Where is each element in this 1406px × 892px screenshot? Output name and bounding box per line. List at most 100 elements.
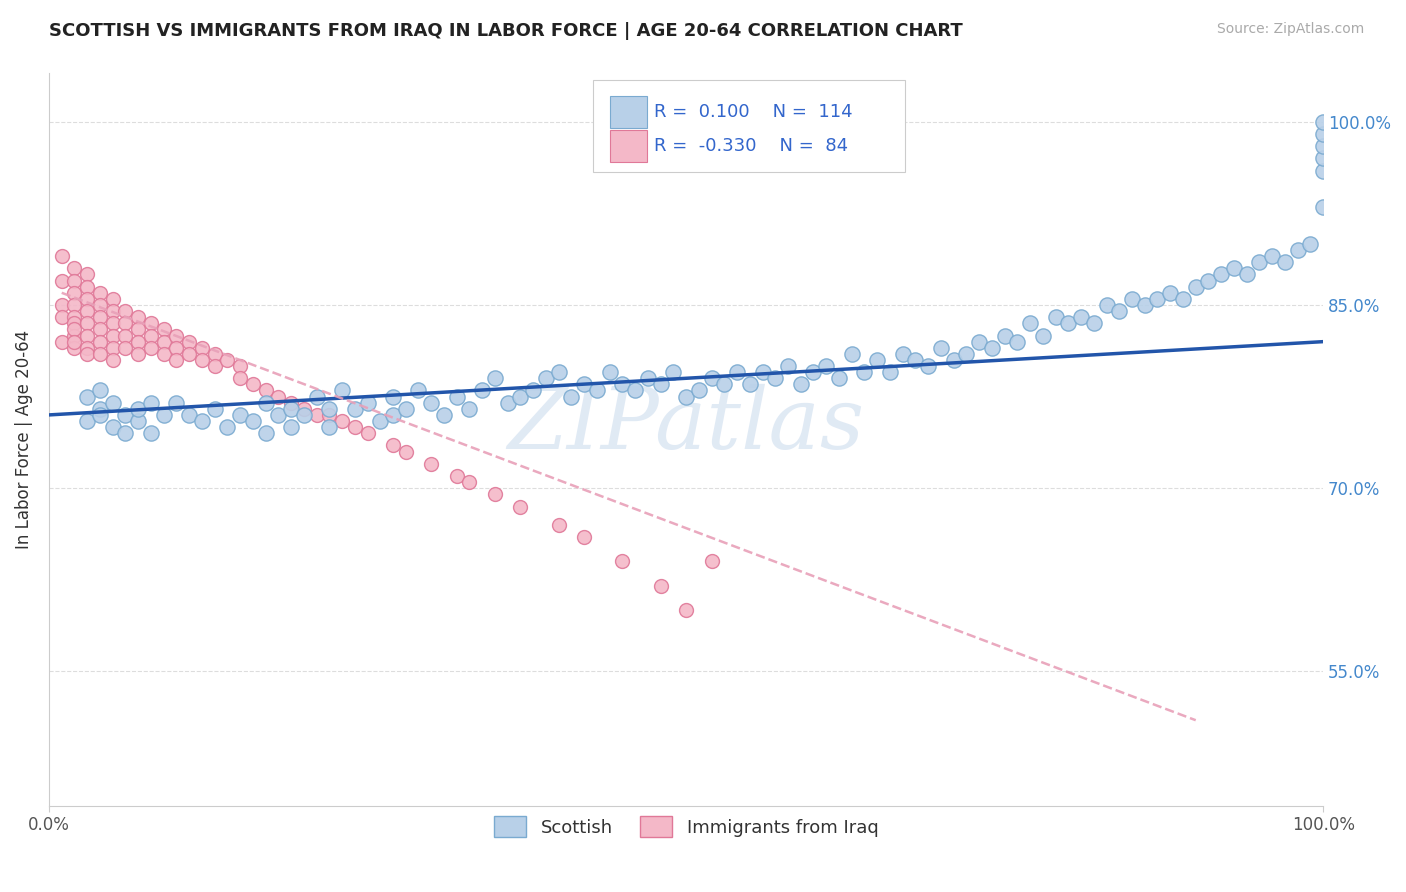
Point xyxy=(815,359,838,373)
Point xyxy=(547,365,569,379)
Point xyxy=(330,414,353,428)
Point xyxy=(89,322,111,336)
Point xyxy=(114,341,136,355)
Point xyxy=(165,341,187,355)
Point xyxy=(650,579,672,593)
Point xyxy=(1211,268,1233,282)
Point xyxy=(599,365,621,379)
Point xyxy=(917,359,939,373)
Point xyxy=(408,384,430,398)
Point xyxy=(63,341,86,355)
Point xyxy=(471,384,494,398)
Point xyxy=(738,377,761,392)
Point xyxy=(127,347,149,361)
Point xyxy=(114,426,136,441)
Point xyxy=(343,401,366,416)
Point xyxy=(101,328,124,343)
Point xyxy=(1261,249,1284,263)
Point xyxy=(713,377,735,392)
Point xyxy=(76,268,98,282)
Point xyxy=(305,390,328,404)
Point xyxy=(114,408,136,422)
Point xyxy=(165,395,187,409)
Point xyxy=(725,365,748,379)
Point xyxy=(1249,255,1271,269)
Point xyxy=(382,438,405,452)
Point xyxy=(343,420,366,434)
Point xyxy=(586,384,609,398)
Point xyxy=(650,377,672,392)
Point xyxy=(51,310,73,325)
Point xyxy=(191,353,214,368)
Point xyxy=(229,371,252,385)
Point xyxy=(1057,316,1080,330)
Point xyxy=(204,401,226,416)
Point xyxy=(700,371,723,385)
Point xyxy=(63,316,86,330)
Point xyxy=(509,500,531,514)
Point xyxy=(433,408,456,422)
Point xyxy=(1019,316,1042,330)
Point xyxy=(89,408,111,422)
Point xyxy=(904,353,927,368)
Point xyxy=(1146,292,1168,306)
Point xyxy=(76,304,98,318)
Point xyxy=(1312,200,1334,214)
Point xyxy=(395,401,418,416)
Point xyxy=(76,316,98,330)
Point xyxy=(356,426,378,441)
Point xyxy=(76,279,98,293)
Point xyxy=(318,401,340,416)
Point xyxy=(242,377,264,392)
Point xyxy=(1007,334,1029,349)
Point xyxy=(612,554,634,568)
Point xyxy=(139,328,162,343)
Point xyxy=(509,390,531,404)
Point xyxy=(101,304,124,318)
Point xyxy=(139,316,162,330)
Point xyxy=(866,353,889,368)
Text: R =  0.100    N =  114: R = 0.100 N = 114 xyxy=(654,103,853,120)
Point xyxy=(267,390,290,404)
Point xyxy=(242,414,264,428)
Point xyxy=(165,328,187,343)
Point xyxy=(51,249,73,263)
Point xyxy=(1274,255,1296,269)
Point xyxy=(547,517,569,532)
Point xyxy=(127,401,149,416)
Point xyxy=(356,395,378,409)
Point xyxy=(420,395,443,409)
Point xyxy=(1312,115,1334,129)
Point xyxy=(330,384,353,398)
Point xyxy=(89,384,111,398)
Point xyxy=(1045,310,1067,325)
Text: R =  -0.330    N =  84: R = -0.330 N = 84 xyxy=(654,137,848,155)
Point xyxy=(63,328,86,343)
Point xyxy=(1236,268,1258,282)
Point xyxy=(522,384,544,398)
Point xyxy=(803,365,825,379)
Point xyxy=(254,426,277,441)
Point xyxy=(63,298,86,312)
Point xyxy=(624,384,647,398)
Point xyxy=(101,353,124,368)
Point xyxy=(534,371,557,385)
Point xyxy=(89,347,111,361)
Point xyxy=(63,261,86,276)
Point xyxy=(51,298,73,312)
Point xyxy=(101,420,124,434)
Text: Source: ZipAtlas.com: Source: ZipAtlas.com xyxy=(1216,22,1364,37)
Point xyxy=(139,341,162,355)
Point xyxy=(828,371,851,385)
Point xyxy=(1121,292,1143,306)
Point xyxy=(382,408,405,422)
Point xyxy=(229,359,252,373)
Point xyxy=(1070,310,1092,325)
Point xyxy=(1198,274,1220,288)
Point xyxy=(254,395,277,409)
Point xyxy=(63,322,86,336)
Point xyxy=(382,390,405,404)
Point xyxy=(267,408,290,422)
Point xyxy=(127,322,149,336)
Point xyxy=(1133,298,1156,312)
